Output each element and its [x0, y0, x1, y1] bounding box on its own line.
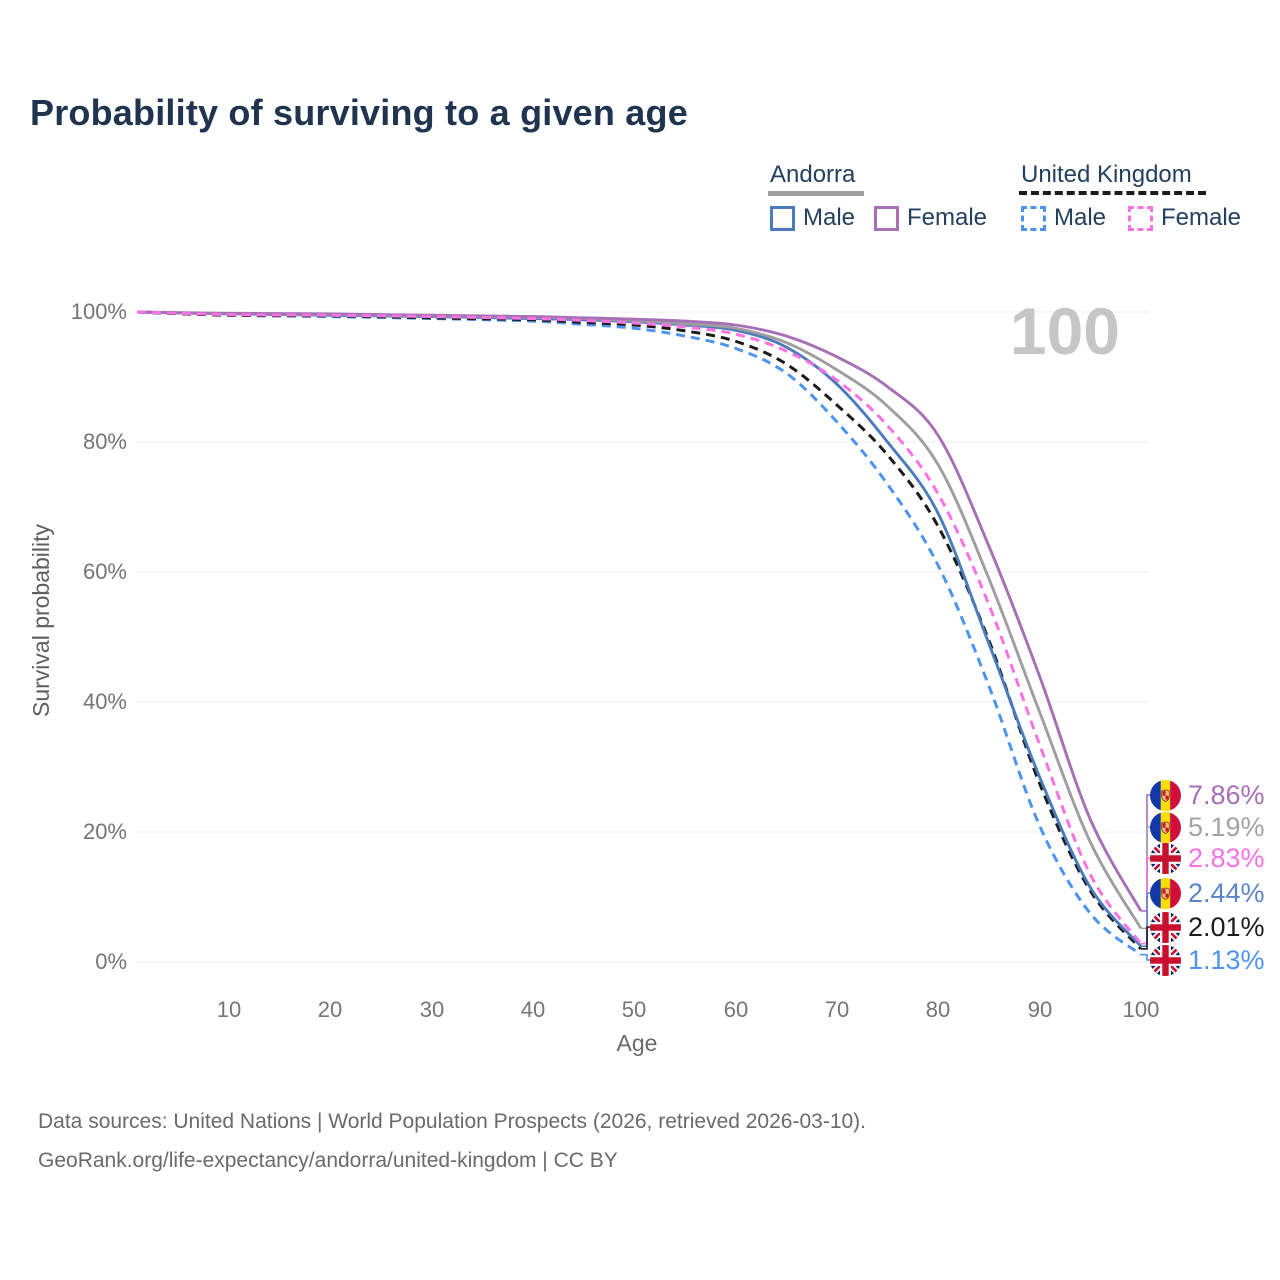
curve-andorra-male — [136, 310, 1142, 948]
end-label-uk-female: 2.83% — [1150, 841, 1265, 875]
legend-underline-uk — [1019, 191, 1206, 195]
legend-item-uk-male[interactable]: Male — [1021, 204, 1106, 232]
curve-uk-male — [136, 310, 1142, 956]
legend-swatch-uk-female[interactable] — [1128, 205, 1153, 231]
uk-flag-icon — [1150, 945, 1181, 976]
legend-label: Female — [1161, 204, 1242, 231]
end-value: 7.86% — [1188, 779, 1265, 810]
x-tick-50: 50 — [621, 997, 647, 1022]
legend-label: Male — [1054, 204, 1107, 231]
end-value: 5.19% — [1188, 811, 1265, 842]
curve-uk-female — [136, 310, 1143, 945]
end-label-andorra-total: 5.19% — [1150, 810, 1265, 844]
y-tick-60: 60% — [82, 559, 127, 584]
legend-item-andorra-female[interactable]: Female — [874, 204, 987, 232]
page-title: Probability of surviving to a given age — [30, 92, 688, 133]
x-tick-80: 80 — [925, 997, 951, 1022]
end-connector-andorra-male — [1141, 892, 1151, 947]
end-value: 2.83% — [1188, 842, 1265, 873]
legend-group-andorra-title: Andorra — [770, 161, 856, 188]
andorra-flag-icon — [1150, 878, 1181, 909]
x-tick-20: 20 — [317, 997, 343, 1022]
legend-label: Female — [907, 204, 988, 231]
end-connector-uk-male — [1141, 953, 1151, 961]
legend-label: Male — [803, 204, 856, 231]
x-tick-70: 70 — [824, 997, 850, 1022]
x-tick-30: 30 — [419, 997, 445, 1022]
y-tick-100: 100% — [70, 299, 127, 324]
attribution-link-text: GeoRank.org/life-expectancy/andorra/unit… — [38, 1149, 618, 1172]
legend-swatch-andorra-male[interactable] — [770, 205, 795, 231]
y-tick-0: 0% — [95, 949, 127, 974]
andorra-flag-icon — [1150, 812, 1181, 843]
end-label-uk-male: 1.13% — [1150, 943, 1265, 977]
end-value: 2.44% — [1188, 877, 1265, 908]
age-watermark: 100 — [1009, 294, 1120, 368]
legend-group-uk-title: United Kingdom — [1021, 161, 1192, 188]
end-value: 2.01% — [1188, 911, 1265, 942]
data-sources-text: Data sources: United Nations | World Pop… — [38, 1110, 867, 1133]
x-tick-60: 60 — [723, 997, 749, 1022]
end-value: 1.13% — [1188, 944, 1265, 975]
legend-swatch-andorra-female[interactable] — [874, 205, 899, 231]
y-tick-80: 80% — [82, 429, 127, 454]
x-tick-100: 100 — [1122, 997, 1160, 1022]
x-axis-title: Age — [616, 1030, 658, 1056]
legend-underline-andorra — [768, 191, 864, 196]
legend-swatch-uk-male[interactable] — [1021, 205, 1046, 231]
end-label-andorra-female: 7.86% — [1150, 778, 1265, 812]
legend-item-uk-female[interactable]: Female — [1128, 204, 1241, 232]
y-tick-40: 40% — [82, 689, 127, 714]
end-connector-uk-total — [1141, 926, 1151, 950]
y-tick-20: 20% — [82, 819, 127, 844]
x-tick-40: 40 — [520, 997, 546, 1022]
curve-uk-total — [136, 310, 1142, 950]
end-label-uk-total: 2.01% — [1150, 910, 1265, 944]
legend-item-andorra-male[interactable]: Male — [770, 204, 855, 232]
curve-andorra-total — [136, 310, 1143, 929]
uk-flag-icon — [1150, 912, 1181, 943]
x-tick-10: 10 — [216, 997, 242, 1022]
x-tick-90: 90 — [1027, 997, 1053, 1022]
uk-flag-icon — [1150, 843, 1181, 874]
andorra-flag-icon — [1150, 780, 1181, 811]
end-label-andorra-male: 2.44% — [1150, 876, 1265, 910]
